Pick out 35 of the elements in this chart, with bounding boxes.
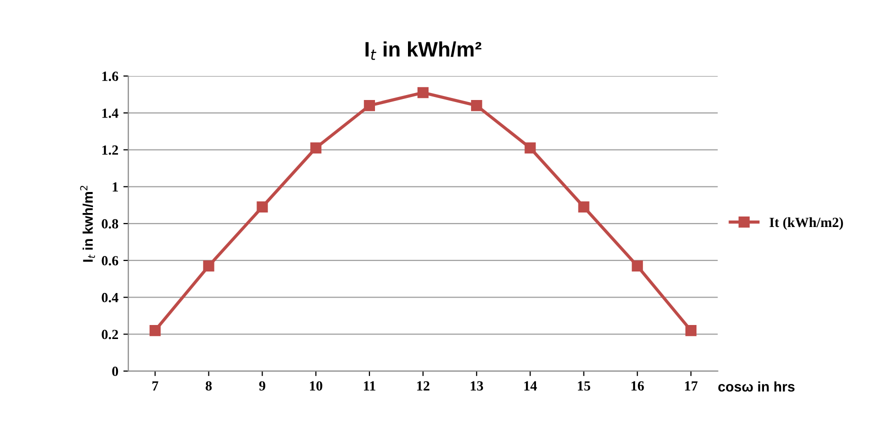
- x-tick-label: 8: [206, 381, 212, 391]
- x-tick-label: 15: [578, 381, 590, 391]
- x-tick-label: 10: [310, 381, 322, 391]
- y-tick-label: 0.2: [102, 330, 118, 340]
- point: [417, 87, 429, 98]
- y-tick-label: 0: [112, 366, 118, 376]
- point: [578, 201, 590, 213]
- y-tick-label: 1: [112, 182, 118, 192]
- y-tick-label: 0.8: [102, 219, 118, 229]
- y-axis-title: I$_{t}$ in kwh/m$^{2}$: [80, 186, 95, 262]
- point: [256, 201, 268, 213]
- x-tick-label: 16: [632, 381, 644, 391]
- x-tick-label: 7: [152, 381, 158, 390]
- point: [632, 260, 643, 272]
- x-tick-label: 12: [417, 381, 430, 390]
- chart-title: I$_{t}$ in kWh/m²: [366, 41, 482, 60]
- point: [471, 100, 482, 112]
- legend-label: It (kWh/m2): [770, 217, 843, 230]
- y-tick-label: 0.6: [102, 256, 118, 266]
- y-tick-label: 1.4: [102, 108, 118, 118]
- x-tick-label: 17: [685, 381, 698, 390]
- y-tick-label: 1.2: [102, 145, 118, 155]
- point: [364, 100, 376, 112]
- point: [150, 324, 161, 336]
- point: [310, 142, 322, 154]
- x-tick-label: 14: [524, 381, 537, 390]
- x-tick-label: 11: [364, 381, 376, 390]
- x-axis-title: cosω in hrs: [718, 381, 795, 392]
- x-tick-label: 9: [259, 381, 266, 391]
- y-tick-label: 0.4: [102, 292, 118, 302]
- y-tick-label: 1.6: [102, 72, 118, 82]
- x-tick-label: 13: [470, 381, 484, 391]
- point: [524, 142, 536, 154]
- point: [203, 260, 214, 272]
- point: [685, 324, 696, 336]
